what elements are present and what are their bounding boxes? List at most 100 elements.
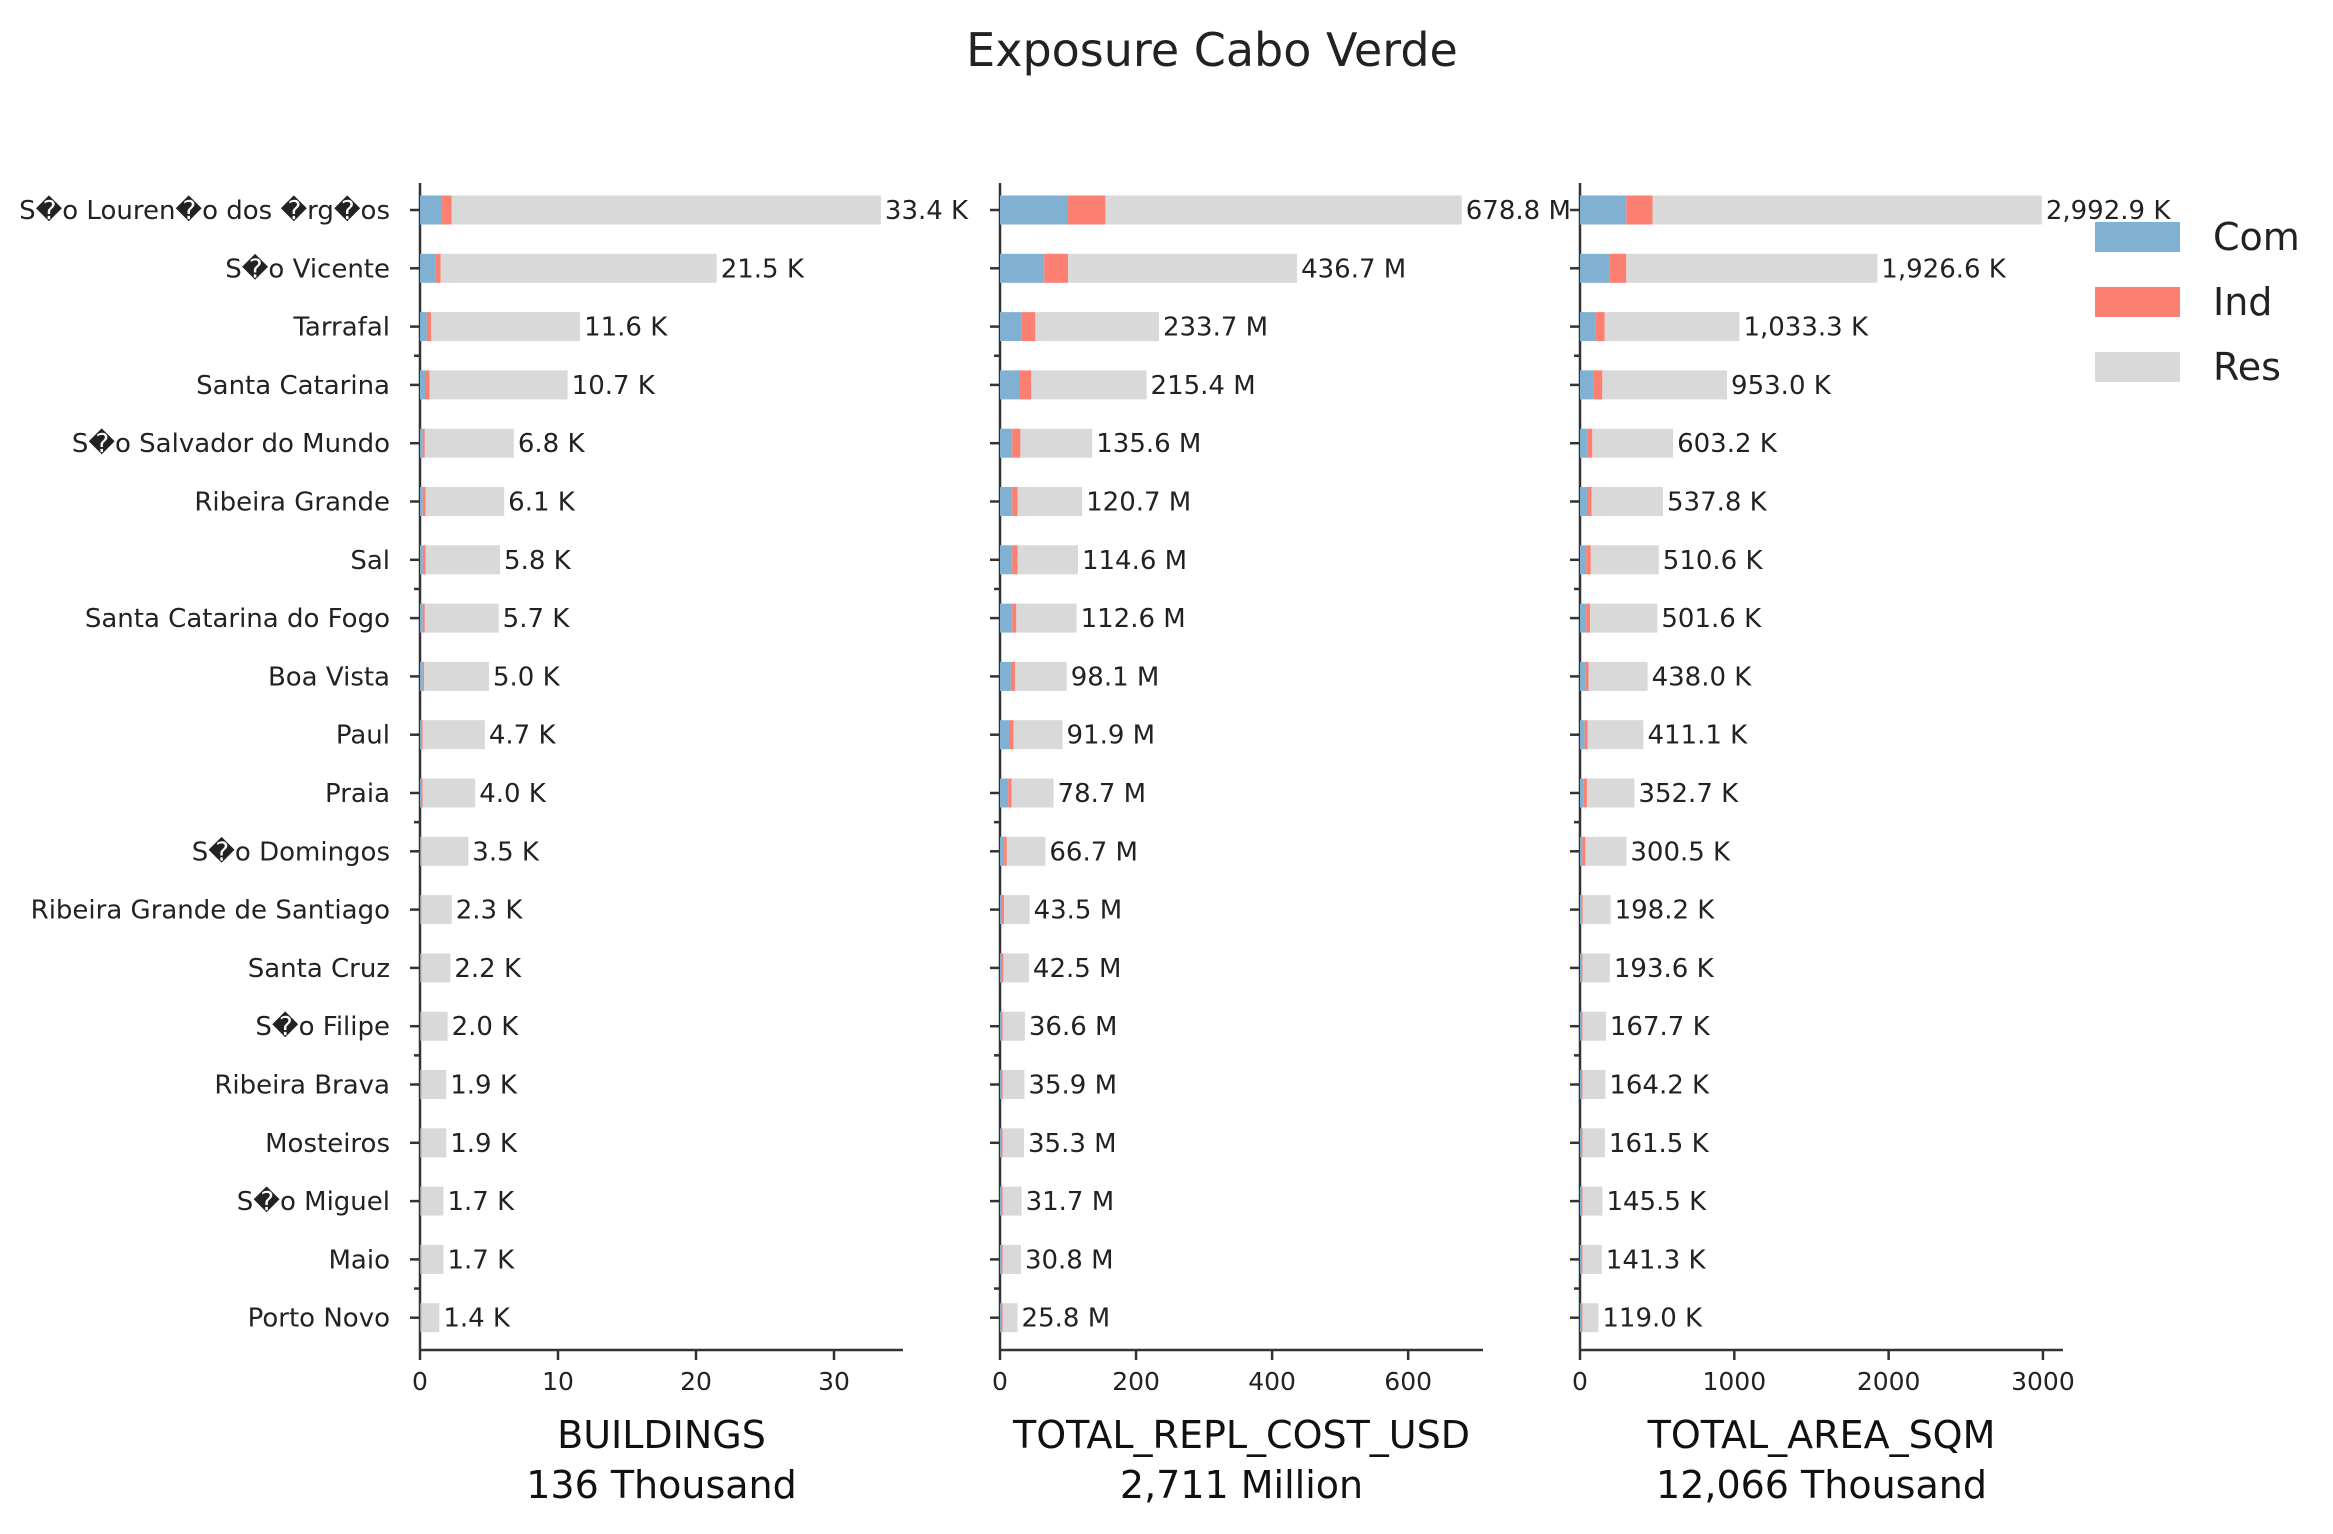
legend-swatch-com <box>2095 222 2180 252</box>
legend-label-com: Com <box>2213 215 2300 259</box>
bar-com <box>420 195 443 225</box>
bar-res <box>1586 778 1635 808</box>
legend-label-res: Res <box>2213 345 2281 389</box>
panel-total: 12,066 Thousand <box>1656 1463 1987 1507</box>
bar-res <box>1006 836 1046 866</box>
bar-ind <box>1584 720 1588 750</box>
data-label: 31.7 M <box>1026 1187 1115 1217</box>
data-label: 5.7 K <box>503 604 571 634</box>
bar-com <box>1580 1186 1582 1216</box>
category-label: S�o Louren�o dos �rg�os <box>19 195 390 226</box>
bar-res <box>1652 195 2042 225</box>
panel-3: 2,992.9 K 1,926.6 K 1,033.3 K 953.0 K 603.2 … <box>1570 183 2171 1507</box>
bar-ind <box>1001 1244 1003 1274</box>
bar-ind <box>1581 895 1583 925</box>
data-label: 114.6 M <box>1082 546 1187 576</box>
bar-res <box>1031 370 1147 400</box>
bar-res <box>1582 1244 1602 1274</box>
data-label: 35.3 M <box>1028 1129 1117 1159</box>
data-label: 21.5 K <box>721 254 805 284</box>
bar-res <box>1016 603 1077 633</box>
bar-res <box>1017 545 1078 575</box>
bar-ind <box>1595 312 1605 342</box>
bar-res <box>421 836 469 866</box>
bar-com <box>1580 1011 1582 1041</box>
bar-res <box>1582 1011 1606 1041</box>
bar-ind <box>421 720 423 750</box>
data-label: 193.6 K <box>1614 954 1715 984</box>
bar-res <box>425 545 501 575</box>
bar-ind <box>420 953 422 983</box>
bar-res <box>1002 1244 1021 1274</box>
bar-ind <box>420 836 422 866</box>
bar-res <box>1004 895 1030 925</box>
data-label: 5.8 K <box>504 546 572 576</box>
bar-com <box>1580 1303 1582 1333</box>
data-label: 953.0 K <box>1731 371 1832 401</box>
data-label: 215.4 M <box>1151 371 1256 401</box>
x-tick-label: 200 <box>1112 1367 1160 1396</box>
data-label: 135.6 M <box>1096 429 1201 459</box>
x-tick-label: 10 <box>542 1367 574 1396</box>
data-label: 33.4 K <box>885 196 969 226</box>
data-label: 1.4 K <box>443 1304 511 1334</box>
x-axis-label: TOTAL_REPL_COST_USD <box>1012 1413 1470 1457</box>
legend-swatch-ind <box>2095 287 2180 317</box>
bar-res <box>421 1070 447 1099</box>
bar-com <box>1000 1303 1002 1333</box>
bar-ind <box>1010 661 1015 691</box>
bar-com <box>1000 195 1069 225</box>
bar-res <box>1587 720 1644 750</box>
category-label: Paul <box>336 721 390 751</box>
bar-res <box>440 253 717 283</box>
bar-ind <box>1586 487 1592 516</box>
category-label: Boa Vista <box>268 662 390 692</box>
data-label: 233.7 M <box>1163 313 1268 343</box>
data-label: 436.7 M <box>1301 254 1406 284</box>
bar-ind <box>1068 195 1106 225</box>
category-label: S�o Domingos <box>192 836 390 867</box>
bar-ind <box>1009 720 1014 750</box>
bar-res <box>1011 778 1054 808</box>
bar-res <box>1590 545 1659 575</box>
x-tick-label: 400 <box>1248 1367 1296 1396</box>
bar-com <box>420 487 423 516</box>
category-label: S�o Miguel <box>237 1186 390 1217</box>
bar-com <box>420 953 421 983</box>
bar-res <box>1582 953 1610 983</box>
bar-res <box>421 1011 448 1041</box>
legend: Com Ind Res <box>2095 215 2300 389</box>
bar-ind <box>1021 312 1036 342</box>
bar-res <box>1590 603 1658 633</box>
bar-ind <box>426 312 432 342</box>
x-tick-label: 0 <box>412 1367 428 1396</box>
data-label: 537.8 K <box>1667 488 1768 518</box>
bar-res <box>1592 428 1674 458</box>
bar-com <box>1000 895 1003 925</box>
bar-com <box>1580 195 1627 225</box>
bar-ind <box>420 1303 422 1333</box>
data-label: 1,033.3 K <box>1743 313 1869 343</box>
bar-ind <box>1001 1186 1003 1216</box>
category-label: Santa Cruz <box>248 954 390 984</box>
bar-ind <box>1587 428 1593 458</box>
bar-res <box>421 1303 440 1333</box>
data-label: 141.3 K <box>1606 1245 1707 1275</box>
bar-ind <box>1585 661 1589 691</box>
data-label: 164.2 K <box>1609 1071 1710 1101</box>
bar-com <box>1580 1244 1582 1274</box>
data-label: 352.7 K <box>1638 779 1739 809</box>
bar-com <box>420 1303 421 1333</box>
data-label: 10.7 K <box>572 371 656 401</box>
bar-ind <box>420 1011 422 1041</box>
bar-ind <box>422 603 425 633</box>
bar-res <box>1604 312 1740 342</box>
bar-ind <box>1001 1070 1003 1099</box>
bar-ind <box>420 1128 422 1158</box>
bar-com <box>1580 1070 1582 1099</box>
data-label: 98.1 M <box>1071 662 1160 692</box>
bar-res <box>1582 895 1611 925</box>
category-label: Ribeira Grande de Santiago <box>31 896 390 926</box>
bar-ind <box>1583 778 1587 808</box>
data-label: 11.6 K <box>584 313 668 343</box>
